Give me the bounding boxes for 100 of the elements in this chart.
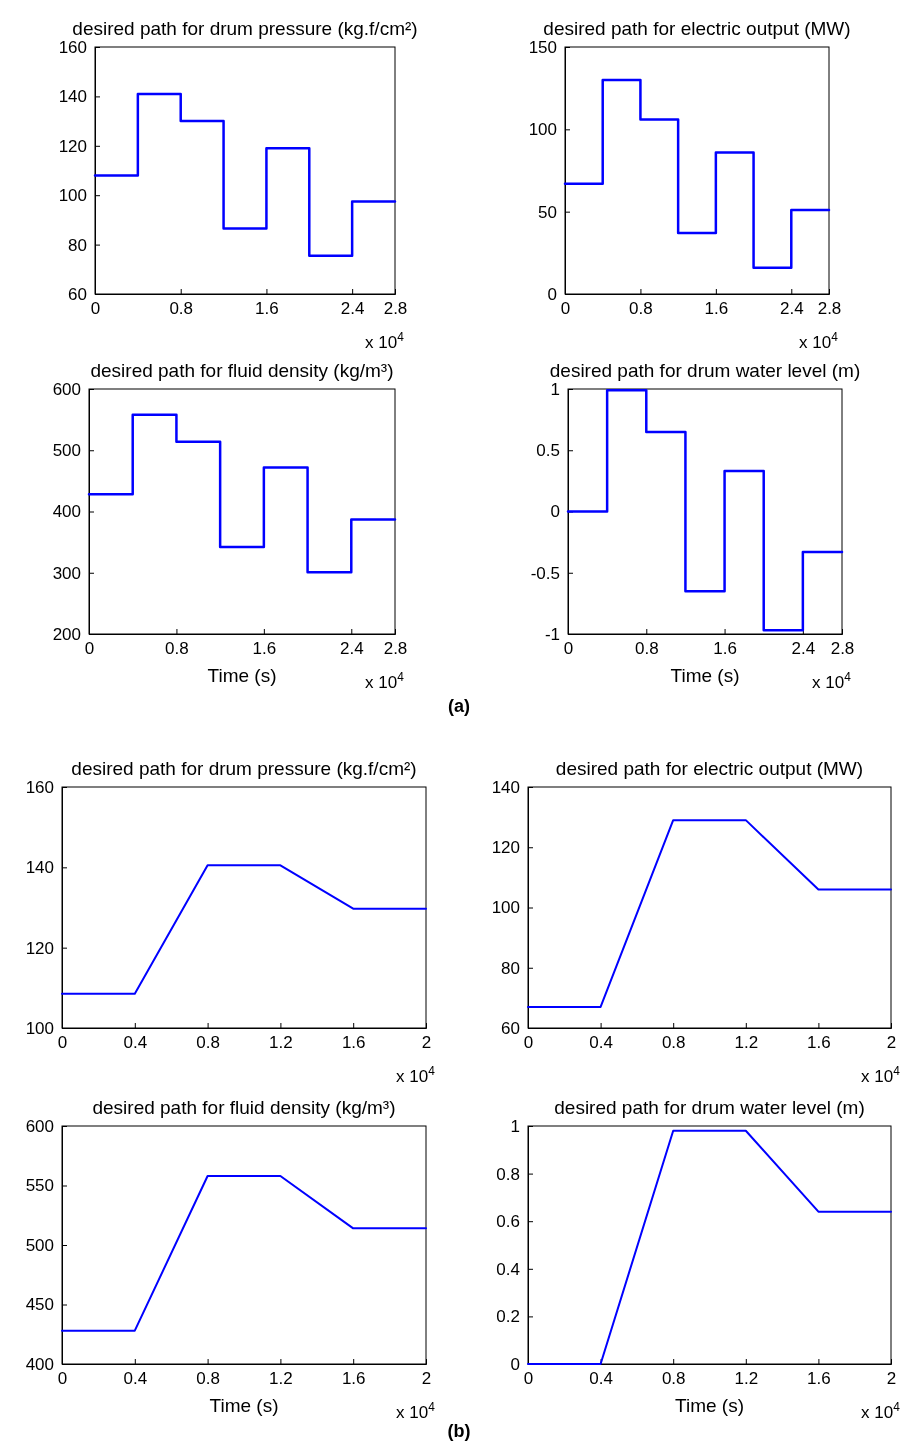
x-tick-label: 2 bbox=[886, 1369, 897, 1389]
x-tick-label: 2 bbox=[421, 1369, 432, 1389]
x-tick-label: 1.6 bbox=[341, 1369, 366, 1389]
text: x 10$^{4}$ bbox=[861, 1400, 901, 1422]
x-tick-label: 2.8 bbox=[383, 639, 408, 659]
y-tick-label: 550 bbox=[25, 1176, 54, 1196]
y-tick-label: 400 bbox=[25, 1354, 54, 1374]
x-tick-label: 0 bbox=[90, 299, 101, 319]
y-tick-label: -1 bbox=[544, 624, 560, 644]
y-tick-label: 300 bbox=[52, 563, 81, 583]
x-tick-label: 1.6 bbox=[341, 1033, 366, 1053]
text: (a) bbox=[448, 696, 470, 716]
x-tick-label: 1.2 bbox=[269, 1033, 293, 1053]
x-tick-label: 1.6 bbox=[704, 299, 729, 319]
y-tick-label: 0.2 bbox=[496, 1307, 520, 1327]
y-tick-label: 1 bbox=[550, 379, 560, 399]
x-tick-label: 0.4 bbox=[123, 1369, 148, 1389]
y-tick-label: -0.5 bbox=[530, 563, 560, 583]
text: x 10$^{4}$ bbox=[365, 670, 405, 692]
y-tick-label: 100 bbox=[25, 1018, 54, 1038]
x-tick-label: 2.8 bbox=[830, 639, 855, 659]
x-tick-label: 0.8 bbox=[196, 1033, 220, 1053]
x-tick-label: 0.8 bbox=[165, 639, 189, 659]
x-axis-title: Time (s) bbox=[207, 665, 277, 686]
y-tick-label: 0.4 bbox=[496, 1259, 520, 1279]
y-tick-label: 140 bbox=[58, 87, 87, 107]
y-tick-label: 80 bbox=[68, 235, 87, 255]
x-tick-label: 0.8 bbox=[661, 1033, 686, 1053]
y-tick-label: 120 bbox=[25, 938, 54, 958]
x-tick-label: 1.6 bbox=[713, 639, 737, 659]
y-tick-label: 60 bbox=[68, 284, 87, 304]
x-tick-label: 0.4 bbox=[589, 1033, 613, 1053]
y-tick-label: 0.8 bbox=[496, 1164, 520, 1184]
x-tick-label: 0.8 bbox=[634, 639, 659, 659]
chart-title: desired path for fluid density (kg/m³) bbox=[90, 360, 394, 381]
y-tick-label: 0.5 bbox=[536, 441, 560, 461]
y-tick-label: 150 bbox=[528, 37, 557, 57]
y-tick-label: 450 bbox=[25, 1295, 54, 1315]
text: x 10$^{4}$ bbox=[365, 330, 405, 352]
x-tick-label: 1.6 bbox=[255, 299, 279, 319]
chart-title: desired path for drum water level (m) bbox=[554, 1097, 865, 1118]
y-tick-label: 0 bbox=[510, 1354, 520, 1374]
y-tick-label: 160 bbox=[25, 777, 54, 797]
chart-title: desired path for electric output (MW) bbox=[543, 18, 851, 39]
x-tick-label: 0.8 bbox=[196, 1369, 220, 1389]
text: x 10$^{4}$ bbox=[812, 670, 852, 692]
y-tick-label: 160 bbox=[58, 37, 87, 57]
x-axis-title: Time (s) bbox=[670, 665, 740, 686]
x-tick-label: 0.8 bbox=[169, 299, 194, 319]
y-tick-label: 100 bbox=[58, 186, 87, 206]
y-tick-label: 0.6 bbox=[496, 1212, 520, 1232]
y-tick-label: 0 bbox=[550, 502, 560, 522]
y-tick-label: 600 bbox=[25, 1116, 54, 1136]
chart-title: desired path for fluid density (kg/m³) bbox=[92, 1097, 396, 1118]
x-tick-label: 1.2 bbox=[269, 1369, 293, 1389]
x-tick-label: 0.8 bbox=[661, 1369, 686, 1389]
y-tick-label: 120 bbox=[58, 136, 87, 156]
x-tick-label: 1.2 bbox=[734, 1033, 759, 1053]
chart-title: desired path for electric output (MW) bbox=[555, 758, 864, 779]
x-tick-label: 2.4 bbox=[791, 639, 816, 659]
x-tick-label: 2.8 bbox=[383, 299, 408, 319]
y-tick-label: 100 bbox=[491, 898, 520, 918]
y-tick-label: 0 bbox=[547, 284, 557, 304]
y-tick-label: 140 bbox=[25, 858, 54, 878]
y-tick-label: 120 bbox=[491, 838, 520, 858]
x-tick-label: 2.4 bbox=[339, 639, 364, 659]
text: x 10$^{4}$ bbox=[396, 1400, 436, 1422]
y-tick-label: 50 bbox=[538, 202, 557, 222]
y-tick-label: 100 bbox=[528, 120, 557, 140]
y-tick-label: 500 bbox=[25, 1235, 54, 1255]
x-tick-label: 1.6 bbox=[807, 1369, 831, 1389]
y-tick-label: 600 bbox=[52, 379, 81, 399]
x-tick-label: 1.6 bbox=[807, 1033, 831, 1053]
chart-title: desired path for drum pressure (kg.f/cm²) bbox=[71, 758, 417, 779]
x-tick-label: 2 bbox=[886, 1033, 897, 1053]
y-tick-label: 60 bbox=[501, 1018, 520, 1038]
y-tick-label: 200 bbox=[52, 624, 81, 644]
x-tick-label: 0.4 bbox=[123, 1033, 148, 1053]
x-tick-label: 2.4 bbox=[779, 299, 804, 319]
x-tick-label: 0.8 bbox=[629, 299, 653, 319]
x-tick-label: 0 bbox=[563, 639, 574, 659]
x-tick-label: 1.6 bbox=[252, 639, 277, 659]
text: x 10$^{4}$ bbox=[799, 330, 839, 352]
x-tick-label: 2.8 bbox=[817, 299, 842, 319]
y-tick-label: 500 bbox=[52, 441, 81, 461]
text: (b) bbox=[447, 1421, 471, 1441]
y-tick-label: 80 bbox=[501, 958, 520, 978]
x-tick-label: 0.4 bbox=[589, 1369, 613, 1389]
x-tick-label: 1.2 bbox=[734, 1369, 759, 1389]
x-axis-title: Time (s) bbox=[675, 1395, 744, 1416]
x-tick-label: 2.4 bbox=[340, 299, 365, 319]
y-tick-label: 400 bbox=[52, 502, 81, 522]
text: x 10$^{4}$ bbox=[396, 1064, 436, 1086]
x-tick-label: 2 bbox=[421, 1033, 432, 1053]
x-axis-title: Time (s) bbox=[209, 1395, 279, 1416]
chart-title: desired path for drum pressure (kg.f/cm²) bbox=[72, 18, 418, 39]
chart-title: desired path for drum water level (m) bbox=[549, 360, 861, 381]
y-tick-label: 1 bbox=[510, 1116, 520, 1136]
y-tick-label: 140 bbox=[491, 777, 520, 797]
text: x 10$^{4}$ bbox=[861, 1064, 901, 1086]
